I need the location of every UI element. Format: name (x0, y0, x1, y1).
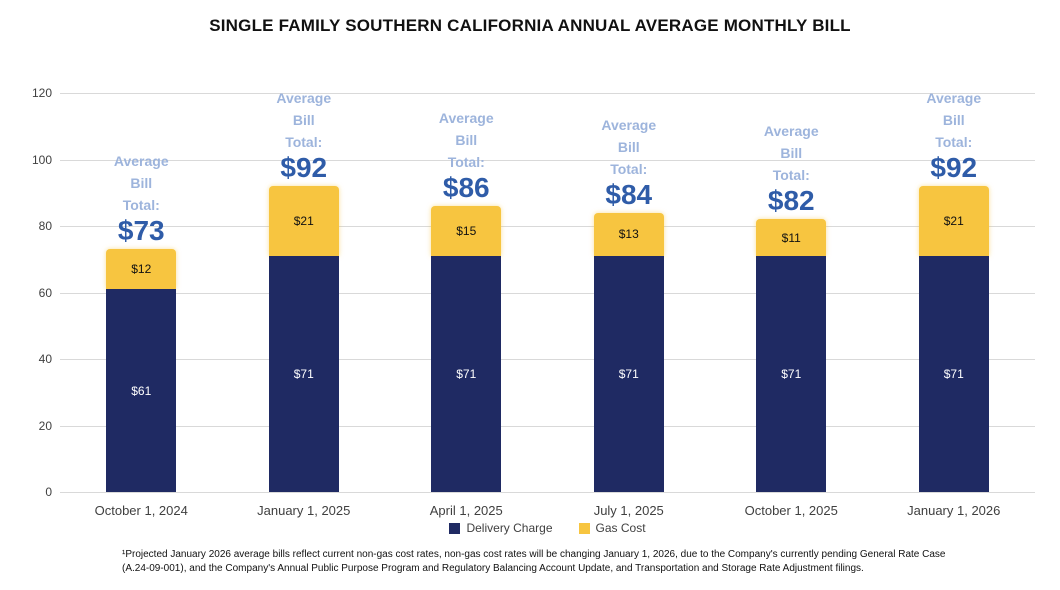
average-bill-total-value: $92 (280, 152, 328, 184)
average-bill-total-label: Average Bill Total: (438, 110, 494, 171)
legend-label-delivery-charge: Delivery Charge (466, 521, 553, 535)
bar-segment-gas-cost: $13 (593, 212, 664, 256)
bar-segment-delivery-charge: $71 (431, 255, 502, 492)
y-axis-tick-label: 80 (38, 219, 52, 233)
average-bill-total-value: $73 (117, 215, 165, 247)
legend-item-delivery-charge: Delivery Charge (449, 521, 553, 535)
gridline-y-100 (60, 159, 1035, 161)
average-bill-total-value: $92 (930, 152, 978, 184)
gridline-y-0 (60, 492, 1035, 493)
stacked-bar: $71 $21 (268, 186, 339, 492)
gridline-y-120 (60, 93, 1035, 94)
stacked-bar: $71 $13 (593, 212, 664, 492)
average-bill-annotation: Average Bill Total: $92 (873, 87, 1036, 183)
average-bill-annotation: Average Bill Total: $86 (385, 107, 548, 203)
bar-segment-delivery-charge: $71 (918, 255, 989, 492)
gridline-y-60 (60, 292, 1035, 294)
bar-segment-gas-cost: $21 (268, 186, 339, 256)
average-bill-total-label: Average Bill Total: (763, 123, 819, 184)
x-axis-category-label: October 1, 2025 (744, 503, 838, 518)
average-bill-total-value: $84 (605, 178, 653, 210)
y-axis-tick-label: 0 (45, 485, 52, 499)
plot-area: 0 20 40 60 80 100 120 $61 $12 Average Bill Total:… (32, 86, 1035, 518)
footnote: ¹Projected January 2026 average bills re… (122, 549, 946, 574)
bar-segment-delivery-charge: $61 (106, 289, 177, 492)
average-bill-total-label: Average Bill Total: (601, 116, 657, 177)
y-axis-tick-label: 20 (38, 418, 52, 433)
x-axis-category-label: April 1, 2025 (429, 503, 503, 518)
average-bill-total-label: Average Bill Total: (926, 90, 982, 151)
y-axis-tick-label: 100 (31, 152, 52, 167)
legend-item-gas-cost: Gas Cost (578, 521, 646, 535)
bar-segment-gas-cost: $15 (431, 206, 502, 256)
delivery-charge-swatch (449, 522, 461, 534)
average-bill-annotation: Average Bill Total: $84 (548, 114, 711, 210)
stacked-bar: $61 $12 (106, 249, 177, 492)
average-bill-total-value: $86 (442, 172, 490, 204)
bar-segment-gas-cost: $11 (756, 219, 827, 256)
x-axis-category-label: January 1, 2026 (907, 503, 1001, 518)
y-axis-tick-label: 60 (38, 285, 52, 300)
y-axis-tick-label: 120 (31, 86, 52, 100)
stacked-bar: $71 $21 (918, 186, 989, 492)
stacked-bar: $71 $11 (756, 219, 827, 492)
gas-cost-swatch (578, 522, 590, 534)
y-axis-tick-label: 40 (38, 352, 52, 366)
x-axis-category-label: January 1, 2025 (257, 503, 351, 518)
gridline-y-20 (60, 425, 1035, 427)
average-bill-total-label: Average Bill Total: (276, 90, 332, 151)
bar-segment-delivery-charge: $71 (756, 255, 827, 492)
average-bill-annotation: Average Bill Total: $73 (60, 150, 223, 246)
gridline-y-40 (60, 359, 1035, 360)
average-bill-annotation: Average Bill Total: $82 (710, 120, 873, 216)
bar-segment-delivery-charge: $71 (593, 255, 664, 492)
stacked-bar: $71 $15 (431, 206, 502, 492)
average-bill-annotation: Average Bill Total: $92 (223, 87, 386, 183)
gridline-y-80 (60, 226, 1035, 227)
legend: Delivery Charge Gas Cost (60, 521, 1035, 535)
bar-segment-gas-cost: $21 (918, 186, 989, 256)
chart-title: SINGLE FAMILY SOUTHERN CALIFORNIA ANNUAL… (209, 16, 851, 35)
bar-segment-delivery-charge: $71 (268, 255, 339, 492)
x-axis-category-label: July 1, 2025 (593, 503, 664, 518)
x-axis-category-label: October 1, 2024 (94, 503, 188, 518)
average-bill-total-value: $82 (767, 185, 815, 217)
bar-segment-gas-cost: $12 (106, 249, 177, 290)
legend-label-gas-cost: Gas Cost (595, 521, 646, 535)
